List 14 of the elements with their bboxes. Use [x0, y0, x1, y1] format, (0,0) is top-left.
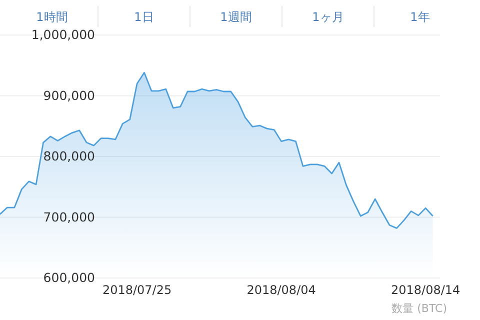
y-tick-label: 1,000,000 [31, 27, 96, 42]
y-tick-label: 900,000 [43, 88, 96, 103]
text: 1年 [410, 10, 430, 24]
x-tick-label: 2018/08/04 [246, 283, 316, 297]
y-tick-label: 800,000 [43, 148, 96, 164]
text: 1ヶ月 [312, 10, 344, 24]
text: 1時間 [36, 10, 68, 24]
text: 1週間 [220, 10, 252, 24]
y-tick-label: 700,000 [43, 209, 96, 224]
text: 1日 [134, 10, 154, 24]
x-tick-label: 2018/07/25 [102, 283, 172, 297]
text: 数量 (BTC) [392, 302, 447, 315]
x-tick-label: 2018/08/14 [390, 283, 460, 297]
y-tick-label: 600,000 [43, 270, 96, 285]
